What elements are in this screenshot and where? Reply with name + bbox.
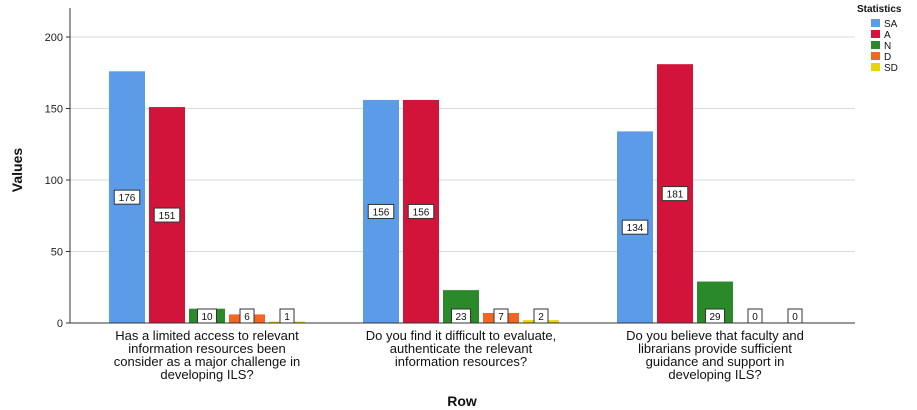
data-label: 10 (201, 312, 213, 323)
legend-label: D (884, 52, 891, 63)
bars (109, 64, 733, 323)
data-label: 29 (709, 312, 721, 323)
legend-swatch-n (871, 41, 880, 49)
legend-swatch-sa (871, 19, 880, 27)
y-tick-label: 150 (45, 104, 63, 116)
grid-lines (70, 37, 855, 252)
data-label: 0 (752, 312, 758, 323)
y-tick-labels: 0 50 100 150 200 (45, 32, 63, 330)
x-category-label: developing ILS? (160, 367, 253, 382)
y-tick-label: 200 (45, 32, 63, 44)
legend-label: SD (884, 63, 898, 74)
data-label: 0 (792, 312, 798, 323)
x-category-label: information resources? (395, 354, 527, 369)
y-axis-title: Values (9, 148, 25, 193)
data-label: 2 (538, 312, 544, 323)
data-label: 7 (498, 312, 504, 323)
y-tick-label: 0 (57, 318, 63, 330)
data-label: 134 (627, 223, 644, 234)
y-tick-label: 100 (45, 175, 63, 187)
legend-swatch-sd (871, 63, 880, 71)
data-label: 176 (119, 193, 136, 204)
legend-label: SA (884, 19, 898, 30)
legend-label: N (884, 41, 891, 52)
data-label: 6 (244, 312, 250, 323)
legend-label: A (884, 30, 891, 41)
data-label: 1 (284, 312, 290, 323)
data-label: 156 (373, 207, 390, 218)
legend-title: Statistics (857, 4, 902, 15)
x-category-label: developing ILS? (668, 367, 761, 382)
data-label: 156 (413, 207, 430, 218)
legend-swatch-d (871, 52, 880, 60)
x-category-labels: Has a limited access to relevantinformat… (114, 328, 804, 382)
data-label: 181 (667, 190, 684, 201)
x-axis-title: Row (447, 393, 477, 409)
y-tick-label: 50 (51, 247, 63, 259)
legend-swatch-a (871, 30, 880, 38)
data-label: 23 (455, 312, 467, 323)
data-label: 151 (159, 211, 176, 222)
